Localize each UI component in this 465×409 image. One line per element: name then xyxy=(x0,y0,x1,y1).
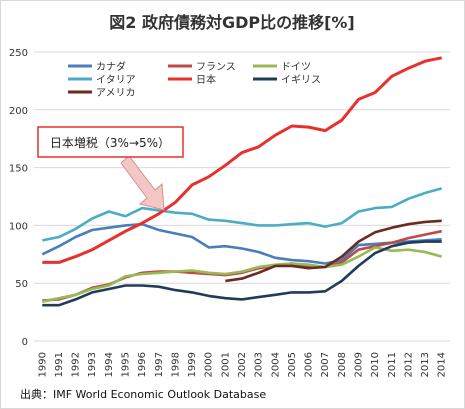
annotation-arrow xyxy=(120,155,165,211)
chart-title: 図2 政府債務対GDP比の推移[%] xyxy=(109,13,355,32)
legend-label: ドイツ xyxy=(281,62,311,73)
x-tick-label: 2013 xyxy=(420,352,431,377)
series-line-0 xyxy=(41,222,442,265)
gridlines xyxy=(34,51,450,342)
series-lines xyxy=(41,56,443,307)
x-tick-label: 1990 xyxy=(37,352,48,377)
x-tick-label: 2002 xyxy=(237,352,248,377)
x-tick-label: 2010 xyxy=(370,352,381,377)
annotation-box xyxy=(37,126,184,158)
x-tick-label: 1996 xyxy=(137,352,148,377)
x-axis-tick-labels: 1990 1991 1992 1993 1994 1995 1996 1997 1998 1999… xyxy=(37,352,447,377)
x-tick-label: 1999 xyxy=(187,352,198,377)
x-tick-label: 2001 xyxy=(220,352,231,377)
legend-label: カナダ xyxy=(96,60,126,73)
legend-label: アメリカ xyxy=(96,87,136,99)
x-tick-label: 2006 xyxy=(304,352,315,377)
series-line-2 xyxy=(42,246,443,303)
annotation-text: 日本増税（3%→5%） xyxy=(50,136,170,150)
y-tick-label: 150 xyxy=(9,164,28,175)
legend-label: イギリス xyxy=(281,74,321,86)
y-tick-label: 250 xyxy=(9,48,28,59)
x-tick-label: 2004 xyxy=(270,352,281,377)
x-tick-label: 2009 xyxy=(353,352,364,377)
x-tick-label: 1993 xyxy=(87,352,98,377)
x-tick-label: 1992 xyxy=(71,352,82,377)
x-tick-label: 2008 xyxy=(337,352,348,377)
y-tick-label: 100 xyxy=(9,221,28,232)
source-note: 出典：IMF World Economic Outlook Database xyxy=(20,387,266,401)
x-tick-label: 2005 xyxy=(287,352,298,377)
series-line-6 xyxy=(225,219,442,283)
x-tick-label: 2012 xyxy=(403,352,414,377)
y-tick-label: 200 xyxy=(9,106,28,117)
y-axis-tick-labels: 0 50 100 150 200 250 xyxy=(9,48,28,348)
annotation: 日本増税（3%→5%） xyxy=(37,126,184,211)
x-tick-label: 2011 xyxy=(387,352,398,377)
legend-label: 日本 xyxy=(196,73,216,86)
x-tick-label: 1994 xyxy=(104,352,115,377)
x-tick-label: 1991 xyxy=(54,352,65,377)
x-tick-label: 2000 xyxy=(204,352,215,377)
x-tick-label: 1995 xyxy=(121,352,132,377)
legend-label: イタリア xyxy=(96,74,136,86)
legend-label: フランス xyxy=(196,61,236,73)
series-line-3 xyxy=(42,187,443,242)
series-line-4 xyxy=(42,56,442,264)
x-tick-label: 1998 xyxy=(170,352,181,377)
y-tick-label: 50 xyxy=(15,279,28,290)
x-tick-label: 1997 xyxy=(154,352,165,377)
y-tick-label: 0 xyxy=(22,337,28,348)
x-tick-label: 2007 xyxy=(320,352,331,377)
series-line-5 xyxy=(42,240,442,307)
x-tick-label: 2014 xyxy=(437,352,448,377)
x-tick-label: 2003 xyxy=(254,352,265,377)
